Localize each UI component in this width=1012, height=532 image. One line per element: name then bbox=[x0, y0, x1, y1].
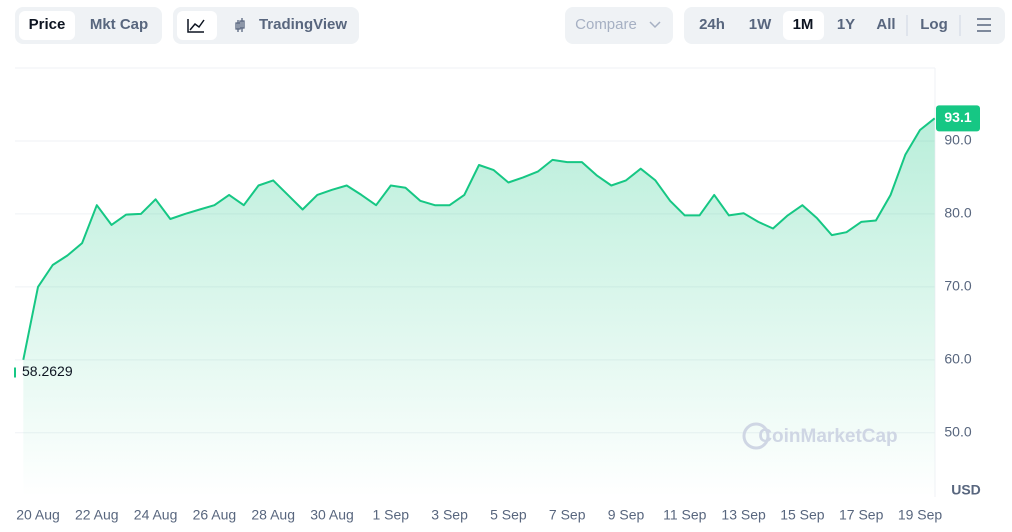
x-tick-label: 24 Aug bbox=[134, 507, 178, 523]
x-tick-label: 15 Sep bbox=[780, 507, 825, 523]
watermark: CoinMarketCap bbox=[758, 426, 897, 447]
low-label: 58.2629 bbox=[22, 363, 73, 379]
x-tick-label: 28 Aug bbox=[251, 507, 295, 523]
x-tick-label: 26 Aug bbox=[193, 507, 237, 523]
x-tick-label: 30 Aug bbox=[310, 507, 354, 523]
range-button[interactable]: 24h bbox=[699, 16, 725, 33]
price-line bbox=[22, 117, 936, 360]
price-button[interactable]: Price bbox=[29, 16, 66, 33]
tradingview-button[interactable]: TradingView bbox=[259, 16, 347, 33]
y-tick-label: 90.0 bbox=[944, 132, 971, 148]
x-tick-label: 5 Sep bbox=[490, 507, 527, 523]
range-group bbox=[684, 7, 1005, 44]
compare-label: Compare bbox=[575, 16, 637, 33]
range-button[interactable]: 1M bbox=[793, 16, 814, 33]
candle-icon bbox=[235, 18, 245, 32]
y-tick-label: 70.0 bbox=[944, 278, 971, 294]
range-button[interactable]: All bbox=[876, 16, 895, 33]
y-tick-label: 50.0 bbox=[944, 423, 971, 439]
range-button[interactable]: 1W bbox=[749, 16, 772, 33]
range-button[interactable]: 1Y bbox=[837, 16, 855, 33]
y-tick-label: 80.0 bbox=[944, 205, 971, 221]
x-tick-label: 22 Aug bbox=[75, 507, 119, 523]
style-group bbox=[173, 7, 359, 44]
x-tick-label: 11 Sep bbox=[663, 507, 707, 523]
last-price-label: 93.1 bbox=[944, 109, 971, 125]
x-tick-label: 17 Sep bbox=[839, 507, 884, 523]
chevron bbox=[649, 21, 661, 29]
x-tick-label: 19 Sep bbox=[898, 507, 943, 523]
compare-box[interactable] bbox=[565, 7, 673, 44]
x-tick-label: 13 Sep bbox=[721, 507, 766, 523]
y-tick-label: 60.0 bbox=[944, 351, 971, 367]
watermark-logo bbox=[742, 422, 770, 450]
y-axis-unit: USD bbox=[951, 482, 981, 498]
line-icon bbox=[187, 19, 205, 33]
x-tick-label: 20 Aug bbox=[16, 507, 60, 523]
log-button[interactable]: Log bbox=[920, 16, 948, 33]
active-pill bbox=[19, 11, 75, 40]
x-tick-label: 7 Sep bbox=[549, 507, 586, 523]
mktcap-button[interactable]: Mkt Cap bbox=[90, 16, 148, 33]
active-pill bbox=[783, 11, 824, 40]
area bbox=[23, 118, 935, 498]
plot: 50.0 60.0 70.0 80.0 90.0 20 Aug 22 Aug 24 Aug 26… bbox=[14, 105, 980, 523]
x-tick-label: 3 Sep bbox=[431, 507, 468, 523]
x-tick-label: 9 Sep bbox=[608, 507, 645, 523]
settings-icon[interactable] bbox=[977, 18, 991, 32]
last-price-badge bbox=[936, 105, 980, 132]
x-tick-label: 1 Sep bbox=[373, 507, 410, 523]
